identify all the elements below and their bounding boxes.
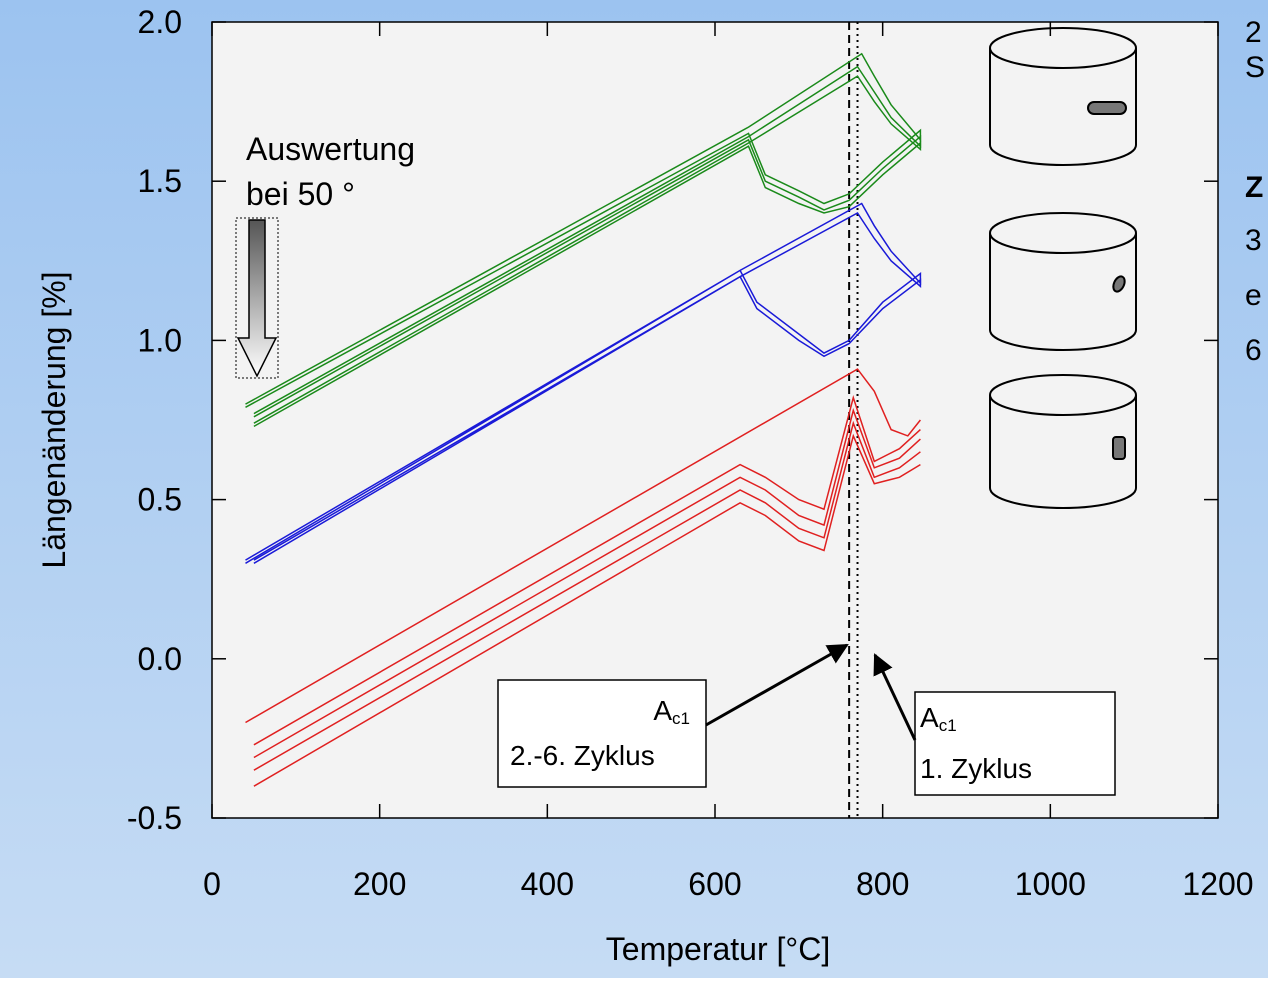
x-tick-label: 600 [688,866,741,902]
annotation-main: A [653,695,672,726]
annotation-box [497,679,707,788]
data-line [245,202,922,564]
x-tick-label: 400 [521,866,574,902]
data-line [253,407,921,759]
annotation-sub: c1 [672,709,690,728]
data-line [253,212,922,564]
x-tick-label: 800 [856,866,909,902]
y-tick-label: 2.0 [138,4,182,40]
annotation-arrow [873,653,917,741]
annotation-main: A [920,702,939,733]
data-line [253,433,921,787]
data-line [253,420,921,771]
side-text: 3 [1245,224,1262,257]
annotation-line2: 1. Zyklus [920,753,1032,784]
annotation-text: Auswertung [246,131,415,167]
y-tick-label: -0.5 [127,800,182,836]
y-tick-label: 1.5 [138,163,182,199]
annotation-line2: 2.-6. Zyklus [510,740,655,771]
annotation-line2: bei 50 ° [246,176,355,212]
x-tick-label: 200 [353,866,406,902]
y-axis-title: Längenänderung [%] [36,271,72,568]
annotation-text: Ac1 [920,702,957,735]
data-line [253,395,921,746]
annotation-sub: c1 [939,716,957,735]
data-line [245,52,922,408]
x-tick-label: 1000 [1015,866,1086,902]
x-tick-label: 1200 [1182,866,1253,902]
evaluation-arrow [235,217,279,379]
x-axis-title: Temperatur [°C] [606,931,830,967]
cylinders [989,27,1137,509]
y-tick-label: 0.0 [138,641,182,677]
data-line [245,368,921,724]
data-line [253,65,922,418]
annotation-text: Ac1 [653,695,690,728]
data-line [253,75,922,428]
side-text: e [1245,279,1262,312]
side-text: S [1245,51,1265,84]
side-text: 6 [1245,334,1262,367]
side-text: Z [1245,171,1263,204]
x-tick-label: 0 [203,866,221,902]
annotation-box [914,691,1116,796]
y-tick-label: 0.5 [138,482,182,518]
side-text: 2 [1245,16,1262,49]
annotation-arrow [705,643,849,727]
y-tick-label: 1.0 [138,322,182,358]
